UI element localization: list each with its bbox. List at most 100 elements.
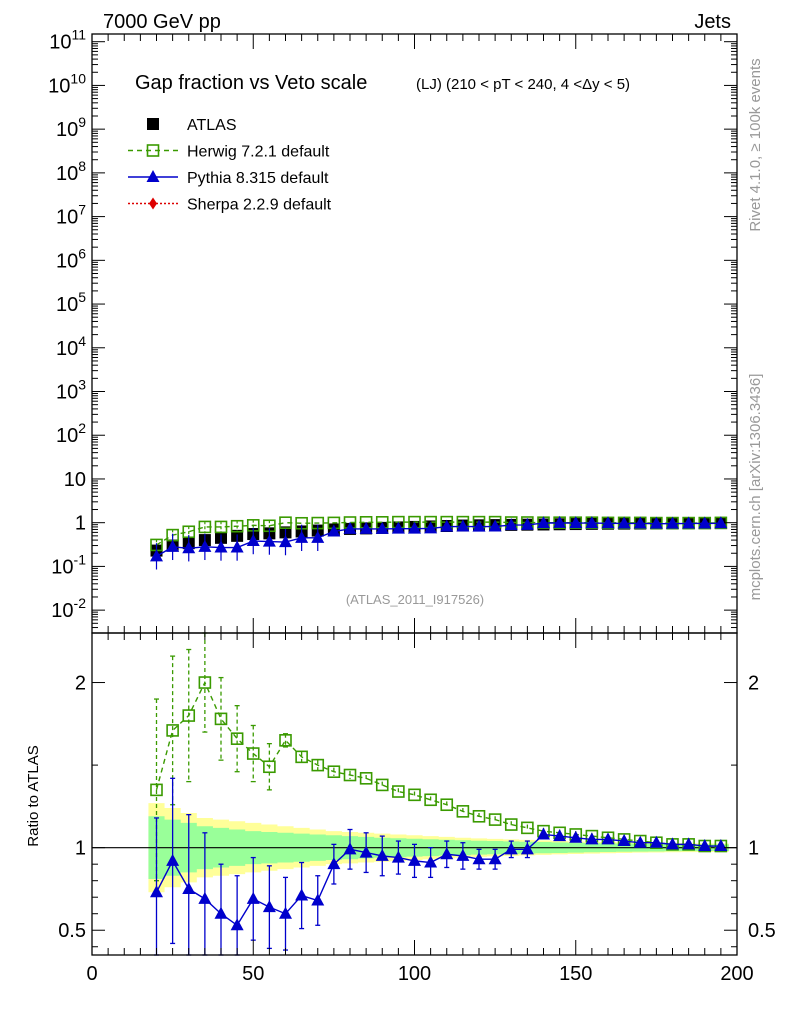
process-label: Jets xyxy=(694,11,731,33)
main-y-tick-label: 102 xyxy=(56,420,86,447)
pythia-main-point xyxy=(569,516,583,529)
ratio-y-tick-label: 2 xyxy=(75,673,86,695)
pythia-main-point xyxy=(182,541,196,554)
pythia-ratio-point xyxy=(488,852,502,865)
pythia-ratio-point xyxy=(343,842,357,855)
legend-marker-herwig xyxy=(146,144,160,157)
mcplots-label: mcplots.cern.ch [arXiv:1306.3436] xyxy=(747,374,764,601)
pythia-main-point xyxy=(520,517,534,530)
pythia-ratio-point xyxy=(359,845,373,858)
pythia-main-point xyxy=(262,534,276,547)
pythia-ratio-point xyxy=(698,839,712,852)
pythia-main-point xyxy=(585,516,599,529)
herwig-ratio-point xyxy=(198,676,212,689)
pythia-ratio-point xyxy=(182,881,196,894)
pythia-main-point xyxy=(279,535,292,548)
pythia-main-point xyxy=(682,516,696,529)
pythia-ratio-point xyxy=(198,891,212,904)
pythia-main-point xyxy=(230,540,244,553)
herwig-ratio-point xyxy=(279,734,292,747)
pythia-main-point xyxy=(311,530,325,543)
axes-layer: 10-210-111010210310410510610710810910101… xyxy=(48,27,776,985)
pythia-main-point xyxy=(327,524,341,537)
x-tick-label: 100 xyxy=(398,963,431,985)
pythia-main-point xyxy=(666,516,679,529)
x-tick-label: 200 xyxy=(720,963,753,985)
herwig-ratio-point xyxy=(521,821,534,835)
pythia-ratio-point xyxy=(633,835,647,848)
main-y-tick-label: 109 xyxy=(56,114,86,141)
pythia-main-point xyxy=(488,519,502,532)
pythia-main-point xyxy=(408,521,421,534)
main-y-tick-label: 1011 xyxy=(49,27,86,54)
legend-label-herwig: Herwig 7.2.1 default xyxy=(187,144,330,161)
legend: ATLAS Herwig 7.2.1 default Pythia 8.315 de… xyxy=(128,117,332,214)
ratio-y-axis-label: Ratio to ATLAS xyxy=(25,745,42,846)
herwig-ratio-point xyxy=(230,732,244,745)
legend-label-atlas: ATLAS xyxy=(187,117,237,134)
herwig-ratio-point xyxy=(263,760,276,774)
pythia-ratio-point xyxy=(279,906,292,919)
pythia-ratio-point xyxy=(391,850,405,863)
herwig-ratio-point xyxy=(327,765,341,779)
ratio-y-tick-label: 1 xyxy=(75,838,86,860)
pythia-ratio-point xyxy=(424,855,438,868)
pythia-ratio-point xyxy=(553,829,567,842)
analysis-watermark: (ATLAS_2011_I917526) xyxy=(346,592,484,607)
pythia-ratio-point xyxy=(150,885,163,898)
pythia-ratio-point xyxy=(569,830,583,843)
main-y-tick-label: 1 xyxy=(75,513,86,535)
pythia-main-point xyxy=(601,516,615,529)
rivet-version-label: Rivet 4.1.0, ≥ 100k events xyxy=(747,58,764,231)
pythia-ratio-point xyxy=(537,827,550,840)
main-y-tick-label: 10-1 xyxy=(51,551,86,578)
herwig-main-point xyxy=(214,520,228,534)
x-tick-label: 150 xyxy=(559,963,592,985)
pythia-main-point xyxy=(343,521,357,534)
herwig-ratio-point xyxy=(375,778,389,792)
pythia-ratio-point xyxy=(230,918,244,931)
pythia-ratio-point xyxy=(327,857,341,870)
pythia-main-point xyxy=(246,534,260,547)
legend-marker-sherpa xyxy=(149,197,157,210)
herwig-ratio-line xyxy=(155,680,721,847)
main-y-tick-label: 108 xyxy=(56,158,86,185)
pythia-ratio-point xyxy=(617,834,631,847)
plot-title: Gap fraction vs Veto scale (LJ) (210 < p… xyxy=(135,72,630,94)
herwig-ratio-point xyxy=(182,709,196,722)
pythia-main-point xyxy=(617,516,631,529)
pythia-ratio-point xyxy=(311,893,325,906)
herwig-ratio-point xyxy=(166,724,179,737)
pythia-ratio-point xyxy=(262,900,276,913)
pythia-ratio-point xyxy=(295,888,309,901)
pythia-ratio-point xyxy=(375,848,389,861)
herwig-ratio-point xyxy=(392,785,405,798)
main-y-tick-label: 107 xyxy=(56,202,86,229)
herwig-main-point xyxy=(198,520,212,534)
pythia-main-point xyxy=(295,530,309,543)
pythia-main-point xyxy=(166,539,180,552)
pythia-main-point xyxy=(359,521,373,534)
legend-label-pythia: Pythia 8.315 default xyxy=(187,170,329,187)
pythia-ratio-point xyxy=(504,842,518,855)
pythia-ratio-point xyxy=(214,906,228,919)
pythia-ratio-point xyxy=(408,853,421,866)
pythia-main-point xyxy=(456,519,470,532)
pythia-ratio-point xyxy=(246,891,260,904)
ratio-y-tick-label-right: 2 xyxy=(748,673,759,695)
pythia-main-point xyxy=(714,516,728,529)
herwig-ratio-point xyxy=(246,747,260,760)
pythia-ratio-point xyxy=(585,832,599,845)
herwig-ratio-point xyxy=(214,712,228,726)
ratio-y-tick-label-right: 0.5 xyxy=(748,920,776,942)
plot-layer xyxy=(150,515,728,956)
main-y-tick-label: 104 xyxy=(56,333,86,360)
pythia-main-point xyxy=(633,516,647,529)
herwig-ratio-point xyxy=(359,772,373,785)
energy-label: 7000 GeV pp xyxy=(103,11,221,33)
pythia-main-point xyxy=(537,516,550,529)
pythia-main-point xyxy=(553,515,567,528)
pythia-ratio-point xyxy=(649,835,663,848)
herwig-ratio-point xyxy=(488,813,502,826)
